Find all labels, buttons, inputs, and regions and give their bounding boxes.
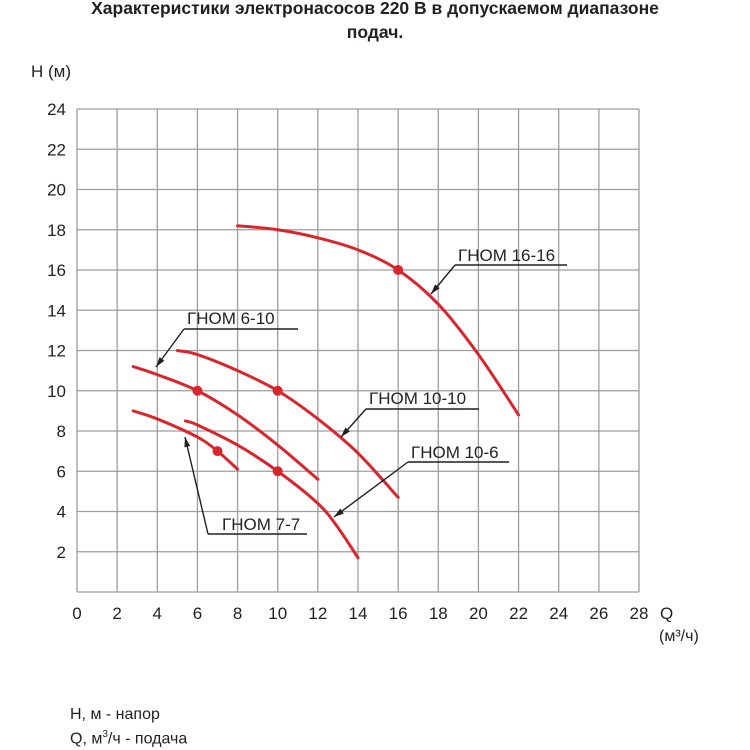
y-tick-label: 18 <box>47 221 66 240</box>
curve-ГНОМ-7-7 <box>131 409 240 471</box>
operating-point-marker <box>212 446 223 457</box>
y-tick-label: 20 <box>47 181 66 200</box>
curve-ГНОМ-10-10 <box>175 349 400 499</box>
x-tick-label: 8 <box>233 604 242 623</box>
y-tick-label: 4 <box>57 503 66 522</box>
x-tick-label: 28 <box>630 604 649 623</box>
x-tick-label: 12 <box>308 604 327 623</box>
x-tick-label: 4 <box>153 604 162 623</box>
x-tick-label: 22 <box>509 604 528 623</box>
chart-title-line1: Характеристики электронасосов 220 В в до… <box>91 0 659 18</box>
curve-ГНОМ-16-16 <box>236 224 521 417</box>
operating-point-marker <box>393 265 404 275</box>
chart-plot: 0 2 4 6 8 10 12 14 16 18 20 22 24 26 28246810121416182… <box>47 100 699 645</box>
x-axis-unit: (м³/ч) <box>659 628 699 645</box>
arrowhead-icon <box>431 284 440 294</box>
y-tick-label: 6 <box>57 462 66 481</box>
arrowhead-icon <box>334 508 344 517</box>
note-flow: Q, м3/ч - подача <box>70 729 187 748</box>
x-tick-label: 18 <box>429 604 448 623</box>
chart-title: Характеристики электронасосов 220 В в до… <box>0 0 750 44</box>
callout-label: ГНОМ 7-7 <box>222 515 300 534</box>
y-tick-label: 10 <box>47 382 66 401</box>
note-flow-sup: 3 <box>102 729 108 740</box>
y-tick-label: 14 <box>47 301 66 320</box>
x-tick-label: 24 <box>549 604 568 623</box>
operating-point-marker <box>272 466 283 477</box>
chart-title-line2: подач. <box>346 22 404 42</box>
x-axis-label: Q <box>660 604 673 623</box>
y-tick-label: 16 <box>47 261 66 280</box>
callout-label: ГНОМ 16-16 <box>458 246 555 265</box>
x-tick-label: 0 <box>72 604 81 623</box>
y-tick-label: 8 <box>57 422 66 441</box>
x-tick-label: 16 <box>389 604 408 623</box>
curve-ГНОМ-6-10 <box>131 365 320 481</box>
x-tick-label: 2 <box>112 604 121 623</box>
callout-label: ГНОМ 10-6 <box>411 443 499 462</box>
callout-leader <box>184 436 209 535</box>
operating-point-marker <box>272 385 283 396</box>
x-tick-label: 10 <box>268 604 287 623</box>
y-tick-label: 12 <box>47 342 66 361</box>
callout-label: ГНОМ 6-10 <box>187 309 275 328</box>
note-flow-prefix: Q, м <box>70 730 103 748</box>
x-tick-label: 14 <box>349 604 368 623</box>
y-axis-label: H (м) <box>31 62 72 81</box>
note-head: H, м - напор <box>70 706 160 723</box>
x-tick-label: 26 <box>589 604 608 623</box>
x-tick-label: 20 <box>469 604 488 623</box>
x-tick-label: 6 <box>193 604 202 623</box>
arrowhead-icon <box>341 427 350 437</box>
callout-leader <box>333 461 409 518</box>
y-tick-label: 2 <box>57 543 66 562</box>
note-flow-suffix: /ч - подача <box>107 730 188 748</box>
operating-point-marker <box>192 385 203 396</box>
y-tick-label: 24 <box>47 100 66 119</box>
arrowhead-icon <box>184 437 191 448</box>
y-tick-label: 22 <box>47 140 66 159</box>
arrowhead-icon <box>156 357 165 367</box>
callout-label: ГНОМ 10-10 <box>369 389 466 408</box>
